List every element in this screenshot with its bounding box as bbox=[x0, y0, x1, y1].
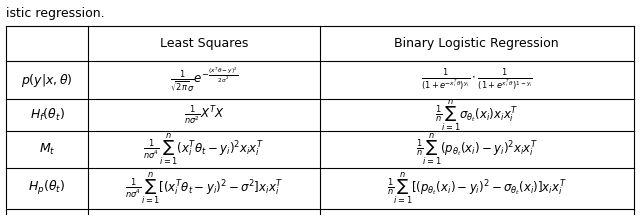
Text: $H_p(\theta_t)$: $H_p(\theta_t)$ bbox=[28, 179, 66, 197]
Text: $\frac{1}{n}\sum_{i=1}^{n}[(p_{\theta_t}(x_i) - y_i)^2 - \sigma_{\theta_t}(x_i)]: $\frac{1}{n}\sum_{i=1}^{n}[(p_{\theta_t}… bbox=[387, 170, 566, 206]
Text: Least Squares: Least Squares bbox=[160, 37, 248, 50]
Text: $\frac{1}{n\sigma^2}X^TX$: $\frac{1}{n\sigma^2}X^TX$ bbox=[184, 104, 225, 127]
Text: $\frac{1}{n}\sum_{i=1}^{n} \sigma_{\theta_t}(x_i) x_i x_i^T$: $\frac{1}{n}\sum_{i=1}^{n} \sigma_{\thet… bbox=[435, 97, 518, 133]
Text: $\frac{1}{n}\sum_{i=1}^{n}(p_{\theta_t}(x_i) - y_i)^2 x_i x_i^T$: $\frac{1}{n}\sum_{i=1}^{n}(p_{\theta_t}(… bbox=[416, 132, 538, 167]
Text: $p(y|x, \theta)$: $p(y|x, \theta)$ bbox=[21, 72, 73, 89]
Text: $\frac{1}{(1+e^{-x_i^T\theta})^{y_i}} \cdot \frac{1}{(1+e^{x_i^T\theta})^{1-y_i}: $\frac{1}{(1+e^{-x_i^T\theta})^{y_i}} \c… bbox=[421, 67, 532, 93]
Text: $M_t$: $M_t$ bbox=[39, 142, 56, 157]
Text: Binary Logistic Regression: Binary Logistic Regression bbox=[394, 37, 559, 50]
Text: $\frac{1}{n\sigma^4}\sum_{i=1}^{n}(x_i^T\theta_t - y_i)^2 x_i x_i^T$: $\frac{1}{n\sigma^4}\sum_{i=1}^{n}(x_i^T… bbox=[143, 132, 264, 167]
Text: $\frac{1}{n\sigma^4}\sum_{i=1}^{n}[(x_i^T\theta_t - y_i)^2 - \sigma^2]x_i x_i^T$: $\frac{1}{n\sigma^4}\sum_{i=1}^{n}[(x_i^… bbox=[125, 170, 283, 206]
Text: $H_f(\theta_t)$: $H_f(\theta_t)$ bbox=[29, 107, 65, 123]
Text: $\frac{1}{\sqrt{2\pi}\sigma}e^{-\frac{(x^T\theta - y)^2}{2\sigma^2}}$: $\frac{1}{\sqrt{2\pi}\sigma}e^{-\frac{(x… bbox=[170, 66, 238, 94]
Text: istic regression.: istic regression. bbox=[6, 7, 105, 20]
